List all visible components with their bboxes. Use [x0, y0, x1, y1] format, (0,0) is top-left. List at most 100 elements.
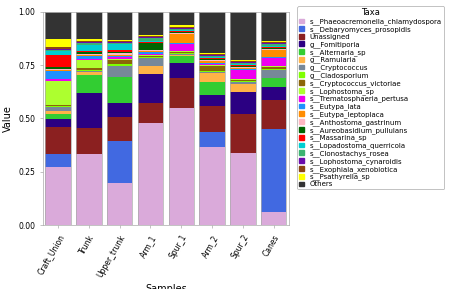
Bar	[46, 127, 71, 154]
Bar	[261, 100, 286, 129]
Bar	[230, 63, 255, 64]
Bar	[200, 54, 225, 55]
Bar	[46, 71, 71, 79]
Bar	[138, 43, 163, 51]
Bar	[169, 12, 194, 225]
Bar	[138, 42, 163, 43]
Bar	[76, 70, 101, 71]
Bar	[46, 49, 71, 50]
Bar	[107, 12, 132, 225]
Bar	[107, 64, 132, 66]
Bar	[46, 106, 71, 107]
Bar	[200, 64, 225, 65]
Bar	[230, 114, 255, 153]
Bar	[107, 43, 132, 45]
Bar	[261, 129, 286, 212]
Bar	[169, 12, 194, 25]
Bar	[230, 81, 255, 82]
Bar	[76, 40, 101, 42]
Bar	[76, 39, 101, 40]
Bar	[169, 33, 194, 34]
Bar	[261, 49, 286, 50]
Bar	[138, 53, 163, 55]
Bar	[200, 53, 225, 54]
Bar	[200, 106, 225, 132]
Bar	[107, 56, 132, 58]
Bar	[138, 37, 163, 38]
Bar	[107, 45, 132, 50]
Bar	[230, 79, 255, 80]
Bar	[261, 58, 286, 66]
Bar	[200, 63, 225, 64]
Bar	[46, 55, 71, 67]
Bar	[46, 47, 71, 49]
Bar	[261, 42, 286, 43]
Bar	[200, 95, 225, 106]
Bar	[46, 107, 71, 111]
Bar	[107, 117, 132, 141]
Bar	[46, 50, 71, 51]
Bar	[169, 78, 194, 108]
Bar	[138, 12, 163, 35]
Bar	[138, 12, 163, 225]
Bar	[261, 45, 286, 46]
Bar	[261, 68, 286, 70]
Bar	[76, 54, 101, 55]
Bar	[200, 132, 225, 147]
X-axis label: Samples: Samples	[145, 284, 187, 289]
Bar	[107, 55, 132, 56]
Bar	[76, 51, 101, 53]
Bar	[46, 51, 71, 55]
Bar	[200, 59, 225, 60]
Bar	[230, 67, 255, 68]
Bar	[230, 84, 255, 92]
Bar	[107, 12, 132, 40]
Bar	[76, 60, 101, 68]
Bar	[107, 77, 132, 103]
Bar	[230, 82, 255, 84]
Bar	[107, 59, 132, 60]
Bar	[261, 46, 286, 47]
Bar	[76, 71, 101, 72]
Bar	[107, 51, 132, 53]
Bar	[200, 60, 225, 62]
Bar	[169, 55, 194, 56]
Bar	[230, 64, 255, 65]
Bar	[261, 12, 286, 225]
Bar	[169, 44, 194, 51]
Bar	[169, 108, 194, 225]
Bar	[107, 40, 132, 41]
Bar	[169, 29, 194, 30]
Bar	[107, 103, 132, 117]
Bar	[46, 69, 71, 70]
Bar	[46, 40, 71, 47]
Bar	[200, 55, 225, 56]
Bar	[46, 154, 71, 167]
Bar	[200, 65, 225, 66]
Bar	[200, 57, 225, 58]
Bar	[230, 92, 255, 114]
Bar	[138, 38, 163, 41]
Bar	[46, 12, 71, 225]
Bar	[230, 61, 255, 62]
Bar	[261, 212, 286, 225]
Bar	[46, 167, 71, 225]
Bar	[230, 62, 255, 63]
Bar	[261, 50, 286, 57]
Bar	[200, 58, 225, 59]
Bar	[200, 56, 225, 57]
Bar	[261, 57, 286, 58]
Bar	[230, 153, 255, 225]
Bar	[230, 68, 255, 69]
Y-axis label: Value: Value	[2, 105, 12, 132]
Bar	[230, 65, 255, 66]
Bar	[46, 70, 71, 71]
Bar	[230, 12, 255, 60]
Bar	[76, 55, 101, 56]
Bar	[261, 43, 286, 45]
Bar	[169, 42, 194, 44]
Bar	[76, 154, 101, 225]
Bar	[76, 68, 101, 70]
Bar	[261, 66, 286, 68]
Bar	[107, 60, 132, 64]
